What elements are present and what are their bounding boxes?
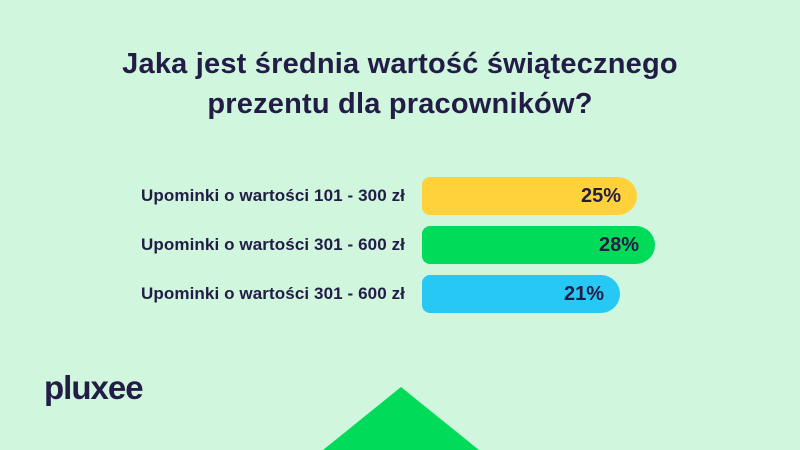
bar-chart: Upominki o wartości 101 - 300 zł 25% Upo… (0, 177, 800, 324)
bar-category-label: Upominki o wartości 301 - 600 zł (141, 235, 405, 254)
chart-title-line2: prezentu dla pracowników? (207, 88, 593, 120)
bar: 25% (422, 177, 637, 215)
chart-title-line1: Jaka jest średnia wartość świątecznego (122, 48, 678, 80)
chart-title: Jaka jest średnia wartość świątecznego pr… (0, 44, 800, 124)
bar-value-label: 25% (580, 184, 621, 207)
bar: 21% (422, 275, 620, 313)
up-arrow-decoration (323, 387, 479, 450)
bar-row: Upominki o wartości 301 - 600 zł 28% (0, 226, 800, 264)
bar-value-label: 28% (598, 233, 639, 256)
bar-row: Upominki o wartości 101 - 300 zł 25% (0, 177, 800, 215)
bar: 28% (422, 226, 655, 264)
bar-value-label: 21% (563, 282, 604, 305)
bar-category-label: Upominki o wartości 301 - 600 zł (141, 284, 405, 303)
bar-category-label: Upominki o wartości 101 - 300 zł (141, 186, 405, 205)
pluxee-logo: pluxee (44, 369, 144, 406)
bar-row: Upominki o wartości 301 - 600 zł 21% (0, 275, 800, 313)
